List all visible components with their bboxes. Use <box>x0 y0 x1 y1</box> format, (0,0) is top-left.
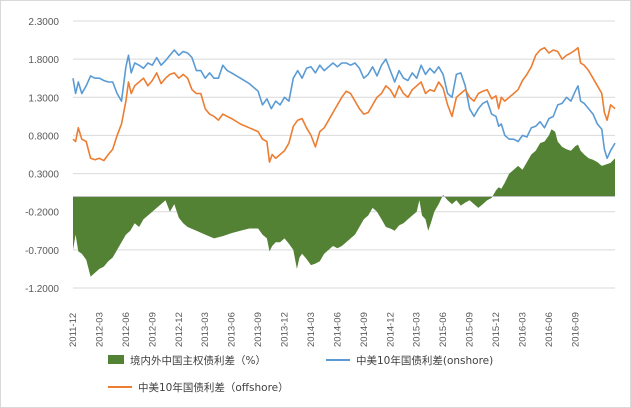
y-tick-label: 2.3000 <box>28 17 59 28</box>
x-tick-label: 2012-12 <box>174 312 185 347</box>
x-tick-label: 2016-09 <box>570 312 581 347</box>
x-tick-label: 2012-03 <box>94 312 105 347</box>
x-tick-label: 2016-06 <box>544 312 555 347</box>
y-tick-label: 0.8000 <box>28 131 59 142</box>
series-line-offshore <box>72 46 616 163</box>
x-tick-label: 2012-09 <box>147 312 158 347</box>
x-tick-label: 2011-12 <box>68 313 79 347</box>
x-tick-label: 2015-06 <box>438 312 449 347</box>
legend-swatch <box>108 355 124 364</box>
line-layer <box>72 46 616 163</box>
legend: 境内外中国主权债利差（%） 中美10年国债利差(onshore) 中美10年国债利差… <box>108 354 493 394</box>
y-tick-label: -1.2000 <box>25 284 59 295</box>
x-tick-label: 2015-12 <box>491 312 502 347</box>
x-tick-label: 2014-12 <box>385 312 396 347</box>
x-tick-label: 2014-06 <box>332 312 343 347</box>
area-layer <box>73 129 615 277</box>
y-tick-label: 0.3000 <box>28 170 59 181</box>
legend-label: 境内外中国主权债利差（%） <box>130 354 266 367</box>
legend-label: 中美10年国债利差（offshore） <box>138 381 289 394</box>
x-tick-label: 2016-03 <box>517 312 528 347</box>
legend-label: 中美10年国债利差(onshore) <box>356 354 493 367</box>
x-tick-label: 2015-03 <box>412 312 423 347</box>
x-tick-label: 2013-12 <box>280 312 291 347</box>
series-area-sovereign-spread <box>73 129 615 277</box>
x-tick-label: 2013-09 <box>253 312 264 347</box>
series-line-onshore <box>72 49 616 160</box>
x-axis: 2011-12 2012-03 2012-06 2012-09 2012-12 2013-… <box>68 195 615 347</box>
x-tick-label: 2015-09 <box>465 312 476 347</box>
y-tick-label: -0.7000 <box>25 246 59 257</box>
y-tick-label: 1.8000 <box>28 55 59 66</box>
y-tick-label: -0.2000 <box>25 208 59 219</box>
x-tick-label: 2013-06 <box>227 312 238 347</box>
y-tick-label: 1.3000 <box>28 93 59 104</box>
x-tick-label: 2013-03 <box>200 312 211 347</box>
x-tick-label: 2012-06 <box>121 312 132 347</box>
x-tick-label: 2014-03 <box>306 312 317 347</box>
y-axis: 2.3000 1.8000 1.3000 0.8000 0.3000 -0.2000 -0.… <box>25 17 59 295</box>
x-tick-label: 2014-09 <box>359 312 370 347</box>
